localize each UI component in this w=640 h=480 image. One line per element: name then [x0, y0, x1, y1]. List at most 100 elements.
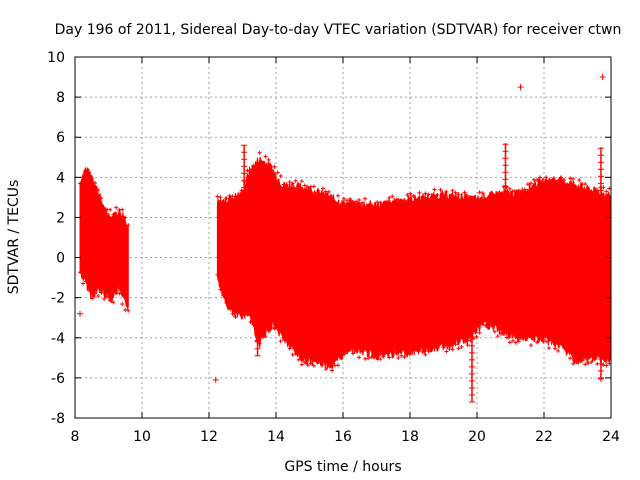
- edge-marker: [266, 157, 271, 162]
- edge-marker: [287, 346, 292, 351]
- edge-marker: [580, 358, 585, 363]
- edge-marker: [108, 207, 113, 212]
- edge-marker: [423, 352, 428, 357]
- edge-marker: [224, 196, 229, 201]
- edge-marker: [444, 349, 449, 354]
- edge-marker: [456, 346, 461, 351]
- edge-marker: [329, 197, 334, 202]
- edge-marker: [387, 195, 392, 200]
- edge-marker: [320, 186, 325, 191]
- edge-marker: [338, 355, 343, 360]
- edge-marker: [93, 180, 98, 185]
- edge-marker: [320, 362, 325, 367]
- x-axis-title: GPS time / hours: [284, 459, 401, 475]
- edge-marker: [284, 338, 289, 343]
- edge-marker: [540, 337, 545, 342]
- edge-marker: [601, 185, 606, 190]
- edge-marker: [360, 347, 365, 352]
- outlier-point: [599, 74, 606, 81]
- edge-marker: [96, 188, 101, 193]
- edge-marker: [293, 178, 298, 183]
- edge-marker: [375, 351, 380, 356]
- edge-marker: [507, 186, 512, 191]
- edge-marker: [342, 352, 347, 357]
- edge-marker: [351, 351, 356, 356]
- edge-marker: [299, 179, 304, 184]
- x-tick-label: 16: [334, 429, 352, 445]
- edge-marker: [423, 191, 428, 196]
- y-tick-label: -2: [51, 291, 65, 307]
- edge-marker: [102, 208, 107, 213]
- edge-marker: [245, 168, 250, 173]
- edge-marker: [550, 179, 555, 184]
- edge-marker: [227, 193, 232, 198]
- edge-marker: [221, 200, 226, 205]
- edge-marker: [335, 363, 340, 368]
- edge-marker: [345, 349, 350, 354]
- edge-marker: [117, 291, 122, 296]
- edge-marker: [483, 323, 488, 328]
- edge-marker: [486, 325, 491, 330]
- edge-marker: [281, 335, 286, 340]
- edge-marker: [299, 362, 304, 367]
- edge-marker: [102, 297, 107, 302]
- edge-marker: [363, 196, 368, 201]
- edge-marker: [290, 181, 295, 186]
- edge-marker: [87, 288, 92, 293]
- edge-marker: [501, 327, 506, 332]
- edge-marker: [556, 348, 561, 353]
- edge-marker: [432, 187, 437, 192]
- y-tick-label: -4: [51, 331, 65, 347]
- edge-marker: [510, 338, 515, 343]
- data-layer: [77, 74, 612, 403]
- edge-marker: [239, 312, 244, 317]
- edge-marker: [323, 367, 328, 372]
- edge-marker: [126, 223, 131, 228]
- edge-marker: [577, 356, 582, 361]
- y-tick-label: -8: [51, 411, 65, 427]
- edge-marker: [278, 339, 283, 344]
- edge-marker: [290, 352, 295, 357]
- edge-marker: [562, 345, 567, 350]
- edge-marker: [441, 193, 446, 198]
- x-tick-label: 8: [71, 429, 80, 445]
- edge-marker: [311, 363, 316, 368]
- x-tick-label: 18: [401, 429, 419, 445]
- y-tick-label: 0: [56, 251, 65, 267]
- edge-marker: [224, 300, 229, 305]
- edge-marker: [492, 329, 497, 334]
- edge-marker: [537, 335, 542, 340]
- edge-marker: [93, 291, 98, 296]
- edge-marker: [105, 294, 110, 299]
- edge-marker: [384, 202, 389, 207]
- edge-marker: [120, 207, 125, 212]
- edge-marker: [420, 195, 425, 200]
- edge-marker: [486, 195, 491, 200]
- edge-marker: [375, 200, 380, 205]
- edge-marker: [348, 196, 353, 201]
- edge-marker: [393, 350, 398, 355]
- edge-marker: [311, 184, 316, 189]
- edge-marker: [99, 196, 104, 201]
- edge-marker: [96, 294, 101, 299]
- edge-marker: [239, 188, 244, 193]
- edge-marker: [550, 338, 555, 343]
- edge-marker: [378, 200, 383, 205]
- spike: [254, 237, 261, 357]
- edge-marker: [480, 322, 485, 327]
- edge-marker: [408, 351, 413, 356]
- edge-marker: [227, 305, 232, 310]
- edge-marker: [474, 198, 479, 203]
- edge-marker: [357, 355, 362, 360]
- edge-marker: [354, 348, 359, 353]
- edge-marker: [372, 355, 377, 360]
- edge-marker: [354, 199, 359, 204]
- x-tick-label: 10: [133, 429, 151, 445]
- edge-marker: [360, 200, 365, 205]
- edge-marker: [278, 173, 283, 178]
- edge-marker: [329, 368, 334, 373]
- edge-marker: [296, 357, 301, 362]
- edge-marker: [553, 346, 558, 351]
- edge-marker: [453, 342, 458, 347]
- edge-marker: [317, 359, 322, 364]
